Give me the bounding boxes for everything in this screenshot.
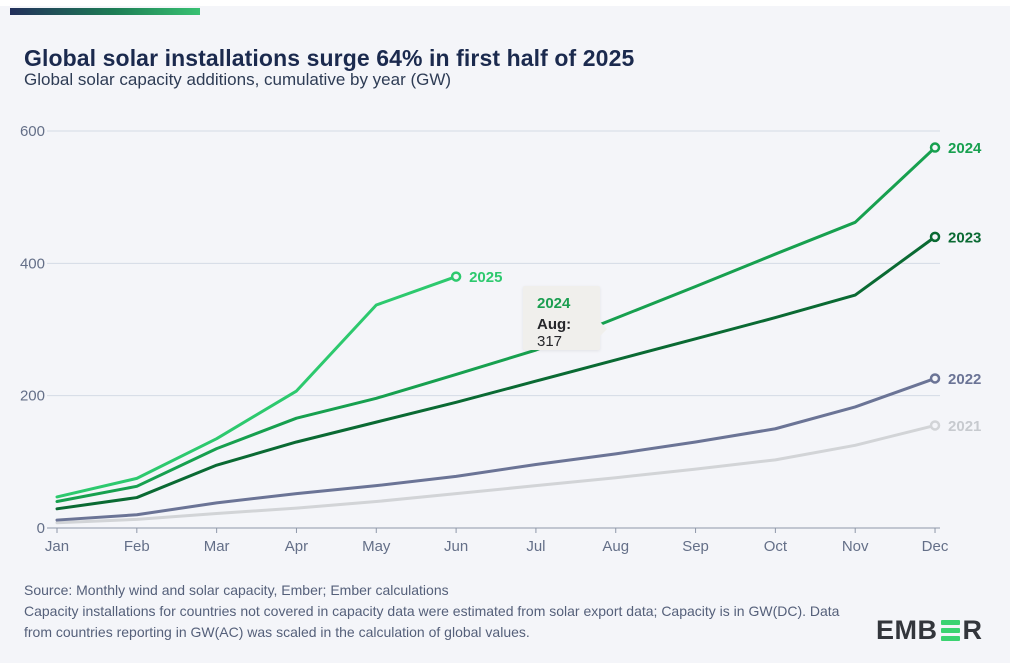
tooltip-series-name: 2024 (537, 295, 571, 312)
brand-gradient-bar (10, 8, 200, 15)
series-line-2021[interactable] (55, 423, 937, 525)
series-marker-2022 (929, 373, 941, 384)
chart-card (0, 6, 1010, 663)
series-marker-2025 (450, 271, 462, 282)
series-marker-2021 (929, 420, 941, 431)
tooltip-month-label: Aug: (537, 316, 572, 333)
x-tick-label-Aug: Aug (602, 538, 629, 555)
x-tick-label-Jan: Jan (45, 538, 69, 555)
series-line-2024[interactable] (55, 146, 937, 504)
y-tick-label-0: 0 (37, 520, 45, 537)
series-end-label-2021: 2021 (948, 418, 981, 435)
y-tick-label-400: 400 (20, 255, 45, 272)
x-tick-label-Sep: Sep (682, 538, 709, 555)
x-tick-label-Oct: Oct (764, 538, 788, 555)
logo-text-prefix: EMB (876, 615, 938, 645)
series-marker-2024 (929, 142, 941, 153)
chart-subtitle: Global solar capacity additions, cumulat… (24, 70, 452, 89)
x-tick-label-Mar: Mar (204, 538, 230, 555)
chart-title: Global solar installations surge 64% in … (24, 45, 635, 72)
series-line-2025[interactable] (55, 275, 458, 499)
logo-text-suffix: R (962, 615, 983, 645)
ember-logo: EMB R (876, 615, 983, 646)
methodology-note: Capacity installations for countries not… (24, 603, 840, 640)
logo-green-e-icon (940, 620, 960, 641)
series-marker-2023 (929, 231, 941, 243)
tooltip-value-row: Aug: 317 (537, 316, 600, 350)
x-tick-label-Feb: Feb (124, 538, 150, 555)
footer-notes: Source: Monthly wind and solar capacity,… (24, 580, 848, 643)
chart-tooltip: 2024 Aug: 317 (523, 286, 608, 350)
series-end-label-2022: 2022 (948, 371, 981, 388)
series-end-label-2025: 2025 (469, 269, 502, 286)
y-tick-label-200: 200 (20, 388, 45, 405)
x-tick-label-Jul: Jul (526, 538, 545, 555)
x-tick-label-Apr: Apr (285, 538, 308, 555)
y-tick-label-600: 600 (20, 123, 45, 140)
x-tick-label-Jun: Jun (444, 538, 468, 555)
series-line-2022[interactable] (55, 376, 937, 522)
x-tick-label-May: May (362, 538, 391, 555)
x-tick-label-Dec: Dec (922, 538, 949, 555)
source-line: Source: Monthly wind and solar capacity,… (24, 582, 449, 598)
series-end-label-2023: 2023 (948, 229, 981, 246)
series-line-2023[interactable] (55, 235, 937, 511)
series-end-label-2024: 2024 (948, 140, 982, 157)
tooltip-value: 317 (537, 333, 563, 350)
x-tick-label-Nov: Nov (842, 538, 869, 555)
